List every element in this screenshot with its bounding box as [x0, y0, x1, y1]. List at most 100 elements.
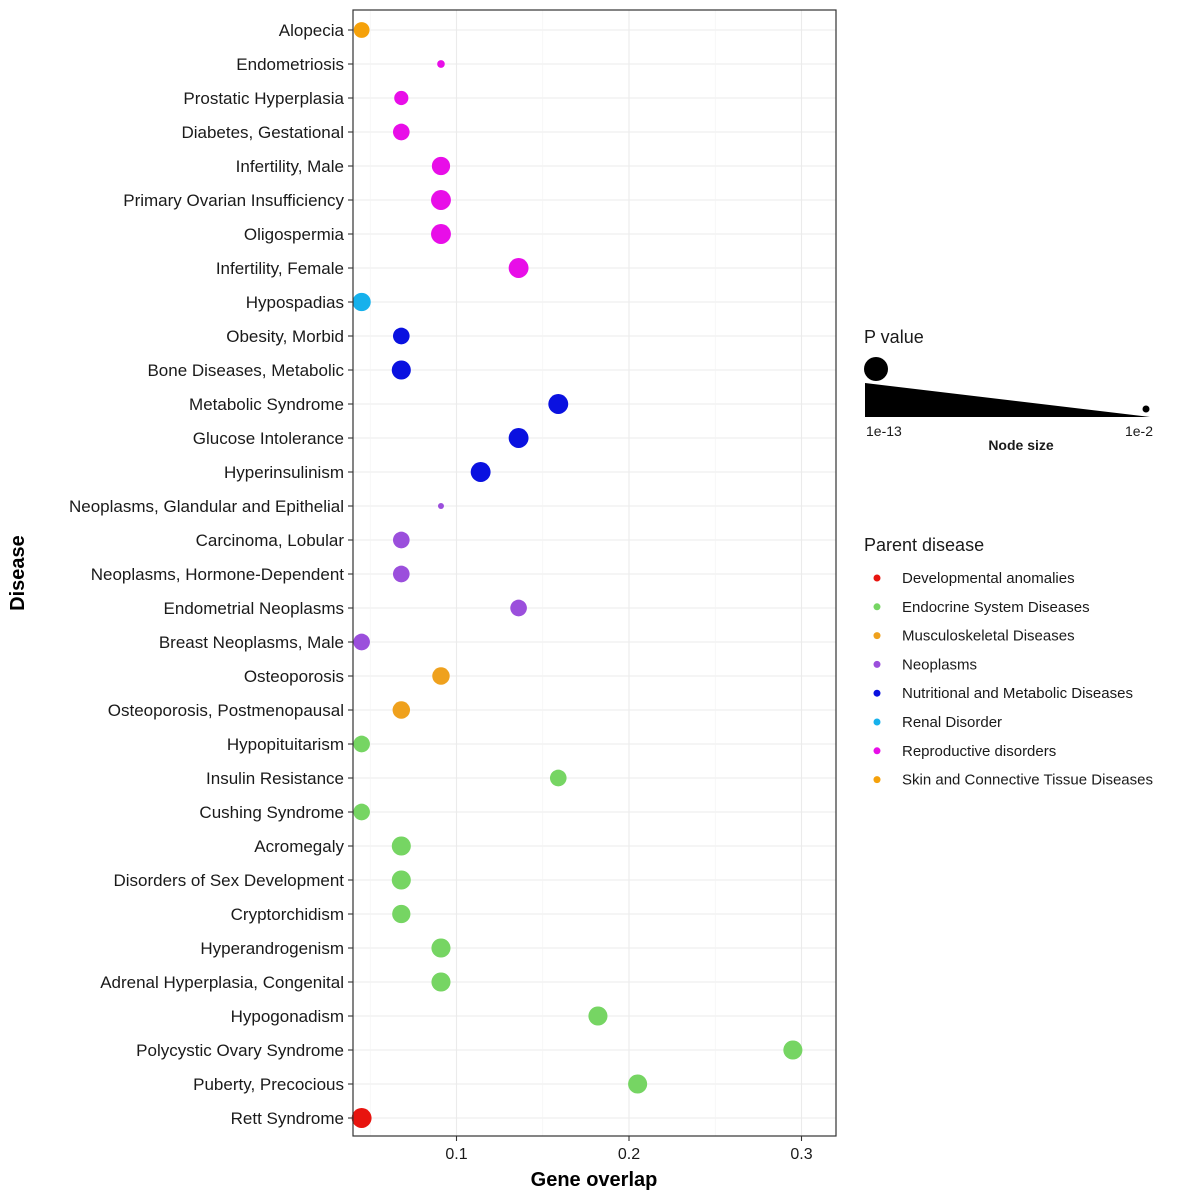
- data-point: [431, 190, 451, 210]
- y-tick-label: Prostatic Hyperplasia: [183, 89, 344, 108]
- y-tick-label: Metabolic Syndrome: [189, 395, 344, 414]
- y-tick-label: Bone Diseases, Metabolic: [147, 361, 344, 380]
- data-point: [392, 531, 410, 549]
- data-point: [392, 123, 410, 141]
- size-legend-wedge: [865, 383, 1150, 417]
- y-tick-label: Hypopituitarism: [227, 735, 344, 754]
- data-point: [431, 224, 451, 244]
- y-tick-label: Acromegaly: [254, 837, 344, 856]
- data-point: [431, 938, 451, 958]
- y-tick-label: Cushing Syndrome: [199, 803, 344, 822]
- data-point: [548, 394, 569, 414]
- legend-swatch: [873, 689, 881, 697]
- y-tick-label: Carcinoma, Lobular: [196, 531, 345, 550]
- data-point: [353, 22, 370, 38]
- legend-swatch: [873, 574, 881, 582]
- legend-label: Reproductive disorders: [902, 743, 1056, 760]
- y-tick-label: Neoplasms, Glandular and Epithelial: [69, 497, 344, 516]
- legend-swatch: [873, 603, 881, 611]
- y-tick-label: Hyperandrogenism: [200, 939, 344, 958]
- data-point: [783, 1040, 803, 1060]
- y-tick-label: Breast Neoplasms, Male: [159, 633, 344, 652]
- y-tick-label: Alopecia: [279, 21, 345, 40]
- y-tick-label: Primary Ovarian Insufficiency: [123, 191, 344, 210]
- data-point: [392, 327, 410, 345]
- data-point: [392, 701, 411, 719]
- legend-swatch: [873, 718, 881, 726]
- data-point: [437, 503, 444, 509]
- y-tick-label: Hyperinsulinism: [224, 463, 344, 482]
- data-point: [437, 60, 445, 68]
- y-tick-label: Oligospermia: [244, 225, 345, 244]
- data-point: [431, 972, 451, 992]
- y-tick-label: Neoplasms, Hormone-Dependent: [91, 565, 345, 584]
- legend-label: Endocrine System Diseases: [902, 599, 1090, 616]
- data-point: [353, 803, 370, 821]
- y-tick-label: Glucose Intolerance: [193, 429, 344, 448]
- data-point: [549, 769, 567, 787]
- y-tick-label: Endometriosis: [236, 55, 344, 74]
- data-point: [352, 292, 371, 312]
- color-legend: Parent disease Developmental anomalies En…: [864, 535, 1153, 789]
- plot-panel-border: [352, 9, 837, 1137]
- x-axis: 0.1 0.2 0.3: [445, 1136, 813, 1163]
- legend-label: Renal Disorder: [902, 714, 1002, 731]
- data-point: [351, 1108, 372, 1128]
- size-legend-min-label: 1e-13: [866, 423, 902, 439]
- y-tick-label: Infertility, Male: [236, 157, 344, 176]
- data-point: [394, 90, 409, 106]
- data-point: [353, 633, 370, 651]
- data-point: [391, 836, 411, 856]
- y-tick-label: Obesity, Morbid: [226, 327, 344, 346]
- data-point: [588, 1006, 608, 1026]
- y-tick-label: Osteoporosis: [244, 667, 344, 686]
- size-legend-max-label: 1e-2: [1125, 423, 1153, 439]
- legend-label: Developmental anomalies: [902, 570, 1075, 587]
- legend-label: Neoplasms: [902, 656, 977, 673]
- y-tick-label: Cryptorchidism: [231, 905, 344, 924]
- x-tick-label: 0.3: [790, 1146, 812, 1163]
- legend-label: Musculoskeletal Diseases: [902, 628, 1075, 645]
- color-legend-title: Parent disease: [864, 535, 984, 555]
- data-point: [391, 870, 411, 890]
- data-point: [432, 667, 450, 685]
- y-tick-label: Hypospadias: [246, 293, 344, 312]
- legend-swatch: [873, 747, 881, 755]
- y-axis: Alopecia Endometriosis Prostatic Hyperplas…: [69, 21, 353, 1128]
- data-point: [510, 599, 527, 617]
- data-point: [392, 565, 410, 583]
- x-tick-label: 0.2: [618, 1146, 640, 1163]
- data-point: [628, 1074, 648, 1094]
- y-tick-label: Rett Syndrome: [231, 1109, 344, 1128]
- size-legend-title: P value: [864, 327, 924, 347]
- y-tick-label: Disorders of Sex Development: [113, 871, 344, 890]
- data-points: [351, 22, 803, 1128]
- y-axis-title: Disease: [7, 535, 29, 611]
- data-point: [431, 156, 451, 176]
- data-point: [470, 462, 491, 482]
- data-point: [508, 258, 529, 278]
- grid-lines: [353, 10, 836, 1136]
- y-tick-label: Infertility, Female: [216, 259, 344, 278]
- legend-swatch: [873, 632, 881, 640]
- size-legend: P value 1e-13 1e-2 Node size: [864, 327, 1153, 453]
- plot-panel: [353, 10, 836, 1136]
- x-tick-label: 0.1: [445, 1146, 467, 1163]
- legend-swatch: [873, 660, 881, 668]
- y-tick-label: Insulin Resistance: [206, 769, 344, 788]
- size-legend-small-dot: [1142, 405, 1150, 413]
- legend-swatch: [873, 776, 881, 784]
- size-legend-caption: Node size: [988, 437, 1054, 453]
- x-axis-title: Gene overlap: [531, 1169, 658, 1191]
- y-tick-label: Adrenal Hyperplasia, Congenital: [100, 973, 344, 992]
- y-tick-label: Endometrial Neoplasms: [164, 599, 344, 618]
- data-point: [392, 904, 411, 924]
- data-point: [508, 428, 529, 448]
- size-legend-large-dot: [864, 357, 888, 381]
- y-tick-label: Polycystic Ovary Syndrome: [136, 1041, 344, 1060]
- y-tick-label: Osteoporosis, Postmenopausal: [108, 701, 344, 720]
- data-point: [391, 360, 411, 380]
- y-tick-label: Diabetes, Gestational: [181, 123, 344, 142]
- legend-label: Nutritional and Metabolic Diseases: [902, 685, 1133, 702]
